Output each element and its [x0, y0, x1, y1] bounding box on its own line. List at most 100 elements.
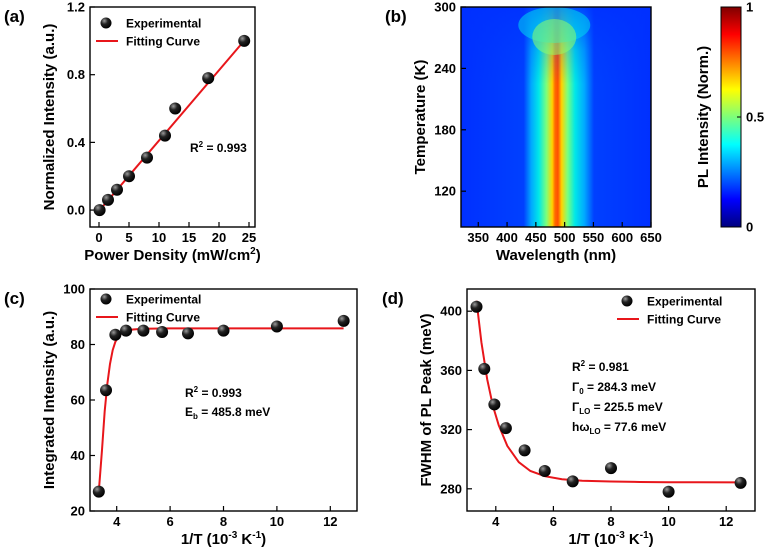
panel-label: (c): [4, 289, 25, 308]
x-axis-label: 1/T (10-3 K-1): [181, 530, 266, 548]
annotation: R2 = 0.993: [190, 140, 247, 155]
y-tick-label: 360: [440, 363, 462, 378]
data-point: [470, 300, 483, 313]
legend-label-experimental: Experimental: [126, 17, 201, 31]
data-point: [156, 326, 169, 339]
data-point: [109, 328, 122, 341]
colorbar-tick-label: 0: [746, 220, 753, 235]
data-point: [169, 102, 182, 115]
data-point: [102, 193, 114, 206]
y-tick-label: 280: [440, 481, 462, 496]
data-point: [566, 475, 579, 488]
y-tick-label: 60: [71, 393, 85, 408]
x-tick-label: 450: [525, 230, 547, 245]
data-point: [159, 129, 171, 142]
data-point: [137, 324, 150, 337]
colorbar-tick-label: 1: [746, 0, 753, 15]
annotation: Γ0 = 284.3 meV: [572, 380, 656, 396]
x-tick-label: 8: [220, 514, 227, 529]
x-tick-label: 20: [212, 230, 226, 245]
legend-label-fit: Fitting Curve: [126, 35, 200, 49]
data-point: [120, 324, 133, 337]
data-point: [111, 183, 123, 196]
panel-d: 4 6 8 10 12 280 320 360 400 1/T (10-3 K-1) FWHM of…: [382, 288, 756, 548]
x-tick-label: 4: [492, 514, 500, 529]
y-tick-label: 20: [71, 504, 85, 519]
legend-label-fit: Fitting Curve: [647, 313, 721, 327]
x-tick-label: 550: [583, 230, 605, 245]
x-axis-label: 1/T (10-3 K-1): [568, 530, 653, 548]
x-tick-label: 10: [152, 230, 166, 245]
panel-label: (a): [4, 7, 25, 26]
x-tick-label: 10: [661, 514, 675, 529]
x-tick-label: 25: [242, 230, 256, 245]
annotation: Eb = 485.8 meV: [185, 405, 270, 421]
annotation: R2 = 0.993: [185, 385, 242, 400]
x-tick-label: 6: [550, 514, 557, 529]
heatmap-cap-inner: [532, 19, 577, 55]
data-point: [100, 17, 112, 29]
heatmap-layer: [461, 7, 651, 227]
y-axis-label: Normalized Intensity (a.u.): [41, 24, 58, 211]
x-tick-label: 600: [611, 230, 633, 245]
y-tick-label: 1.2: [67, 0, 85, 15]
x-tick-label: 350: [467, 230, 489, 245]
data-point: [538, 465, 551, 478]
panel-label: (d): [382, 289, 404, 308]
data-point: [238, 34, 251, 47]
data-point: [92, 485, 105, 498]
panel-label: (b): [385, 7, 407, 26]
data-point: [662, 485, 675, 498]
data-point: [93, 204, 106, 217]
legend-label-experimental: Experimental: [126, 293, 201, 307]
x-tick-label: 0: [95, 230, 102, 245]
data-point: [621, 295, 633, 307]
x-tick-label: 10: [270, 514, 284, 529]
data-point: [217, 324, 230, 337]
x-axis-label: Wavelength (nm): [496, 247, 616, 264]
data-point: [478, 362, 491, 375]
data-point: [100, 293, 112, 305]
legend-label-fit: Fitting Curve: [126, 311, 200, 325]
fitting-curve: [475, 300, 741, 484]
y-tick-label: 180: [434, 122, 456, 137]
x-tick-label: 400: [496, 230, 518, 245]
x-tick-label: 4: [113, 514, 121, 529]
data-point: [123, 170, 135, 183]
x-tick-label: 15: [182, 230, 196, 245]
panel-c: 4 6 8 10 12 20 40 60 80 100 1/T (10-3 K-1) Integrat…: [4, 282, 358, 548]
data-point: [270, 320, 283, 333]
x-tick-label: 12: [323, 514, 337, 529]
x-tick-label: 12: [719, 514, 733, 529]
data-point: [734, 476, 747, 489]
plot-frame: [460, 6, 652, 228]
annotation: hωLO = 77.6 meV: [572, 420, 666, 436]
y-axis-label: Integrated Intensity (a.u.): [41, 311, 58, 489]
y-tick-label: 0.8: [67, 67, 85, 82]
panel-a: 0 5 10 15 20 25 0.0 0.4 0.8 1.2 Power Density (mW/…: [4, 0, 261, 264]
annotation: R2 = 0.981: [572, 359, 629, 374]
colorbar-tick-label: 0.5: [746, 110, 764, 125]
data-point: [337, 314, 350, 327]
y-tick-label: 300: [434, 0, 456, 15]
x-tick-label: 500: [554, 230, 576, 245]
plot-frame: [89, 6, 256, 228]
data-point: [100, 384, 113, 397]
y-tick-label: 120: [434, 184, 456, 199]
panel-b: 350 400 450 500 550 600 650 120 180 240 300 Wavelen…: [385, 0, 764, 264]
fitting-curve: [98, 39, 246, 212]
data-point: [605, 462, 617, 475]
y-tick-label: 80: [71, 337, 85, 352]
x-tick-label: 5: [125, 230, 132, 245]
x-tick-label: 8: [607, 514, 614, 529]
y-tick-label: 240: [434, 61, 456, 76]
y-tick-label: 320: [440, 422, 462, 437]
annotation: ΓLO = 225.5 meV: [572, 400, 663, 416]
data-point: [488, 398, 501, 411]
data-point: [181, 327, 194, 340]
data-point: [518, 444, 531, 457]
data-point: [141, 151, 153, 164]
y-tick-label: 0.0: [67, 203, 85, 218]
x-tick-label: 6: [166, 514, 173, 529]
